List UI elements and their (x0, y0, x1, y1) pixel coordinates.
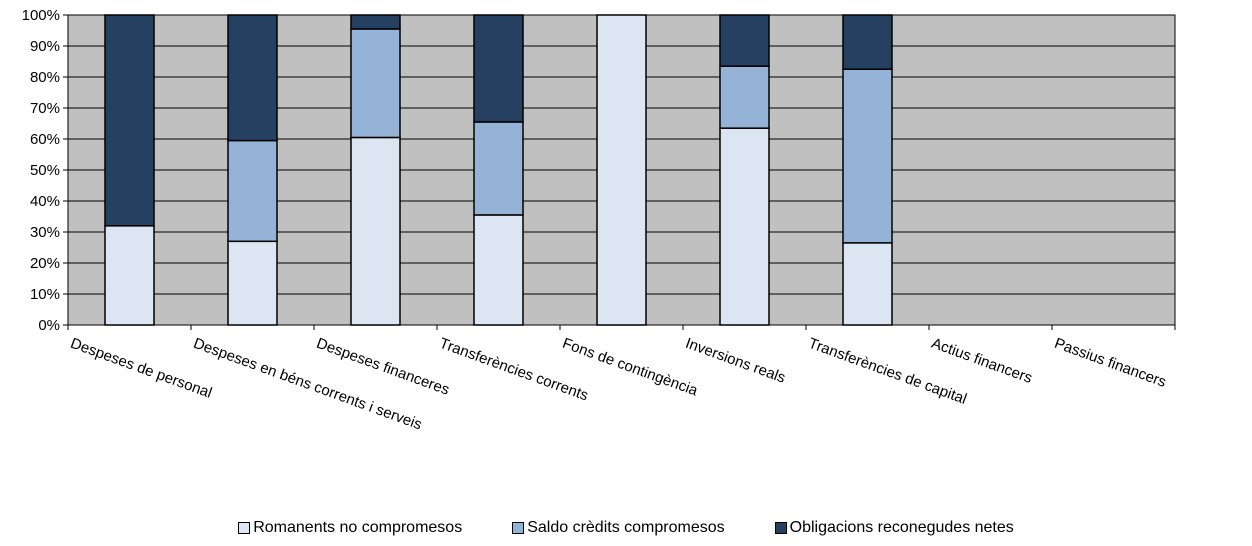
legend-item: Obligacions reconegudes netes (774, 519, 1014, 537)
legend-label: Saldo crèdits compromesos (527, 519, 725, 536)
y-tick-label: 100% (22, 7, 60, 24)
bar-segment (227, 240, 278, 326)
bar-segment (350, 14, 401, 30)
y-tick-label: 50% (30, 162, 60, 179)
bar-segment (350, 28, 401, 139)
bar-segment (473, 14, 524, 123)
y-tick-label: 60% (30, 131, 60, 148)
bar-segment (842, 242, 893, 326)
legend-item: Saldo crèdits compromesos (512, 519, 725, 537)
legend-swatch (238, 522, 251, 534)
legend-swatch (512, 522, 525, 534)
y-tick-label: 70% (30, 100, 60, 117)
legend: Romanents no compromesos Saldo crèdits co… (0, 519, 1252, 537)
bar-segment (473, 214, 524, 326)
bar-segment (350, 136, 401, 326)
bar-segment (842, 68, 893, 244)
y-tick-label: 40% (30, 193, 60, 210)
bar-segment (104, 225, 155, 326)
legend-label: Romanents no compromesos (253, 519, 463, 536)
bar-segment (227, 14, 278, 142)
y-tick-label: 80% (30, 69, 60, 86)
x-category-label: Despeses en béns corrents i serveis (191, 335, 424, 434)
bar-segment (227, 139, 278, 243)
bar-segment (842, 14, 893, 70)
legend-swatch (774, 522, 787, 534)
bar-segment (719, 14, 770, 67)
bar-segment (719, 127, 770, 326)
y-tick-label: 90% (30, 38, 60, 55)
legend-label: Obligacions reconegudes netes (789, 519, 1014, 536)
y-tick-label: 0% (38, 317, 60, 334)
y-tick-label: 10% (30, 286, 60, 303)
legend-item: Romanents no compromesos (238, 519, 462, 537)
x-category-label: Actius financers (929, 335, 1034, 387)
bar-segment (596, 14, 647, 326)
bar-segment (719, 65, 770, 129)
y-tick-label: 20% (30, 255, 60, 272)
x-category-label: Inversions reals (683, 335, 788, 387)
y-tick-label: 30% (30, 224, 60, 241)
bar-segment (104, 14, 155, 227)
stacked-bar-chart: 0% 10% 20% 30% 40% 50% 60% 70% 80% 90% 100% Despese… (22, 7, 1176, 434)
bar-segment (473, 121, 524, 216)
x-category-label: Passius financers (1052, 335, 1168, 391)
